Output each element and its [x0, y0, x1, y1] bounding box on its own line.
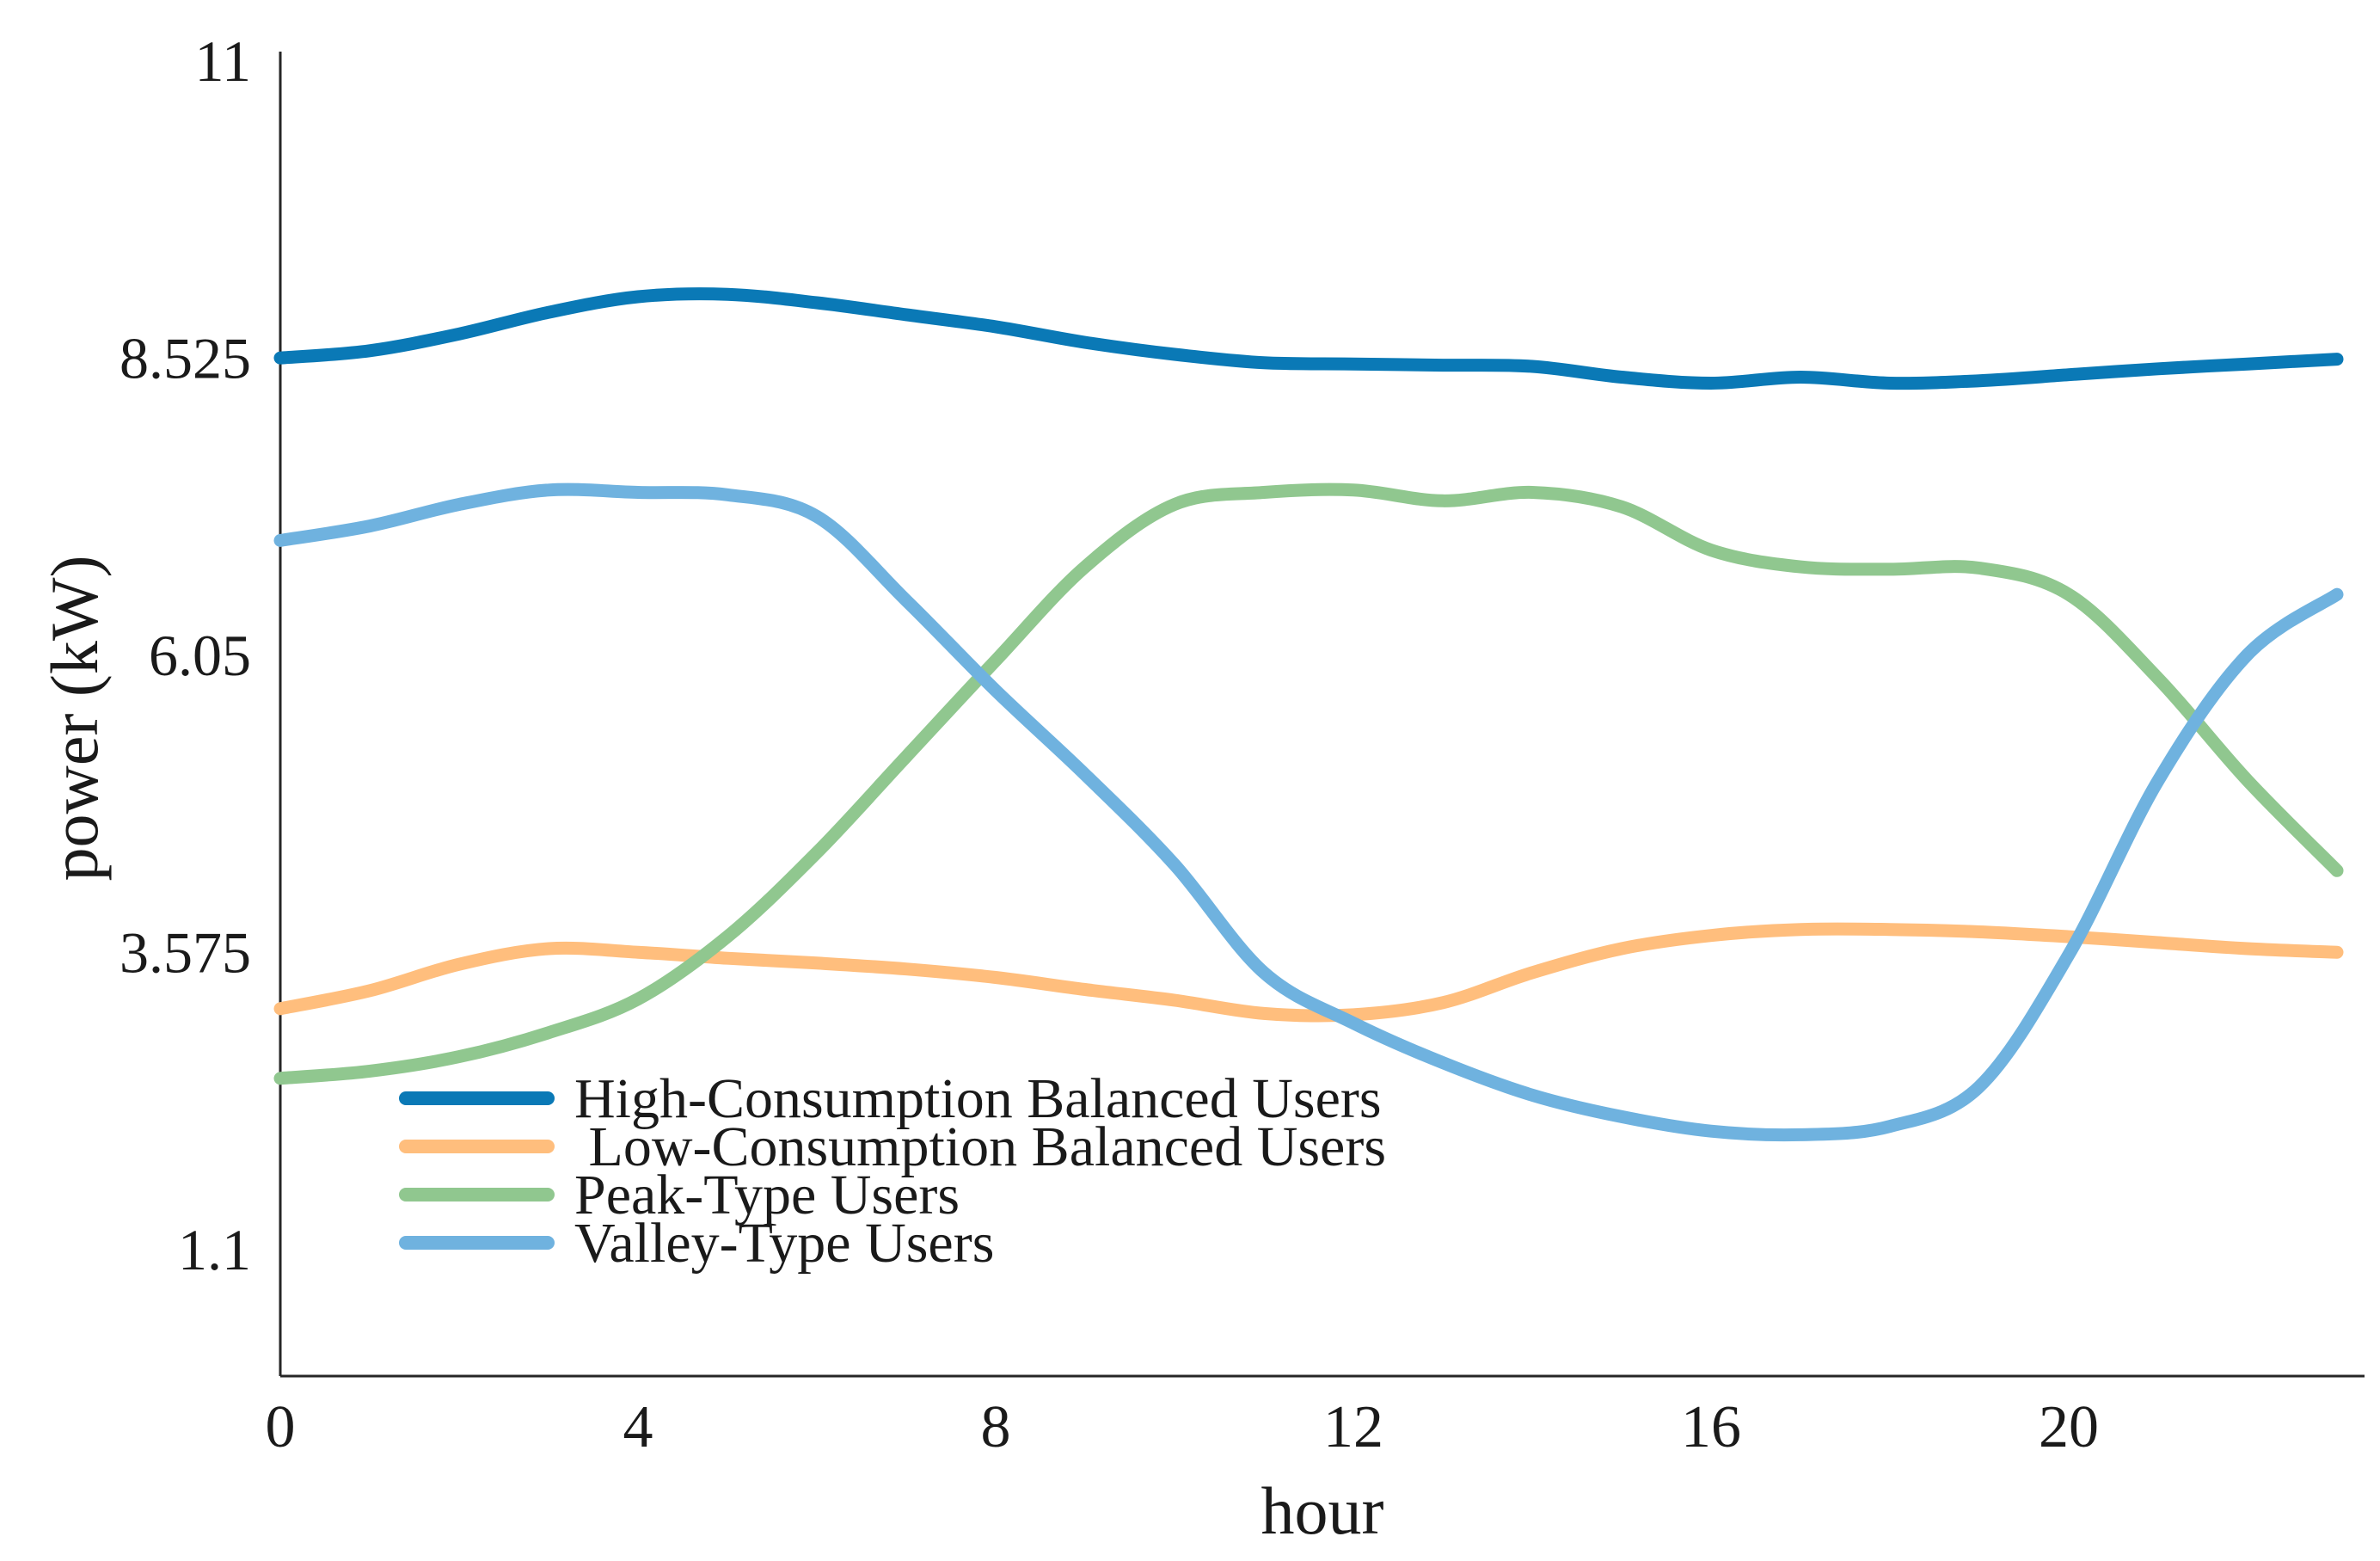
series-line-high-consumption-balanced-users: [273, 287, 2344, 390]
x-tick-label: 4: [623, 1394, 653, 1460]
y-tick-label: 1.1: [178, 1217, 251, 1282]
y-tick-label: 6.05: [149, 623, 251, 688]
y-tick-label: 11: [195, 28, 251, 94]
series-line-valley-type-users: [273, 482, 2344, 1142]
x-tick-label: 20: [2039, 1394, 2099, 1460]
y-tick-label: 3.575: [120, 920, 251, 986]
x-tick-label: 0: [266, 1394, 296, 1460]
legend-label-low-consumption-balanced-users: Low-Consumption Balanced Users: [574, 1115, 1386, 1178]
y-tick-label: 8.525: [120, 326, 251, 391]
series-line-peak-type-users: [273, 482, 2344, 1085]
x-axis-title: hour: [1261, 1473, 1384, 1548]
x-tick-label: 8: [981, 1394, 1011, 1460]
x-tick-label: 16: [1681, 1394, 1741, 1460]
legend-label-valley-type-users: Valley-Type Users: [574, 1212, 994, 1275]
series-line-low-consumption-balanced-users: [273, 922, 2344, 1023]
y-axis-title: power (kW): [37, 555, 112, 882]
legend-label-peak-type-users: Peak-Type Users: [574, 1164, 960, 1226]
legend-label-high-consumption-balanced-users: High-Consumption Balanced Users: [574, 1067, 1382, 1130]
x-tick-label: 12: [1323, 1394, 1383, 1460]
